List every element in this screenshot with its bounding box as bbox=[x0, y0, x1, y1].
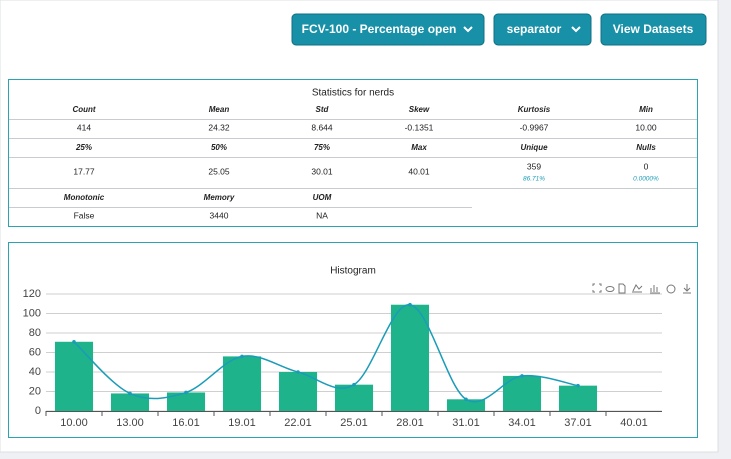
x-tick-label: 31.01 bbox=[452, 417, 480, 429]
bar bbox=[558, 385, 598, 411]
y-tick-label: 100 bbox=[23, 307, 41, 319]
stat-header: Mean bbox=[209, 105, 230, 114]
stat-header: Std bbox=[316, 105, 330, 114]
stat-header: Count bbox=[72, 105, 95, 114]
line-point bbox=[352, 382, 356, 387]
separator-dropdown[interactable] bbox=[493, 13, 592, 46]
line-point bbox=[464, 397, 468, 402]
stat-header: Unique bbox=[520, 143, 548, 152]
stat-header: 25% bbox=[75, 143, 92, 152]
stat-value: 30.01 bbox=[311, 166, 333, 176]
y-tick-label: 80 bbox=[29, 327, 41, 339]
x-tick-label: 37.01 bbox=[564, 417, 592, 429]
stat-value: 40.01 bbox=[408, 166, 430, 176]
bar bbox=[390, 304, 430, 411]
line-point bbox=[128, 391, 132, 396]
view-datasets-label[interactable]: View Datasets bbox=[613, 22, 694, 36]
view-datasets-button[interactable] bbox=[600, 13, 707, 46]
x-tick-label: 19.01 bbox=[228, 417, 256, 429]
line-point bbox=[184, 390, 188, 395]
x-tick-label: 25.01 bbox=[340, 417, 368, 429]
x-tick-label: 34.01 bbox=[508, 417, 536, 429]
stat-value: 17.77 bbox=[73, 166, 95, 176]
dataset-dropdown-label[interactable]: FCV-100 - Percentage open bbox=[302, 22, 457, 36]
x-tick-label: 28.01 bbox=[396, 417, 424, 429]
stat-note: 86.71% bbox=[523, 176, 545, 183]
line-point bbox=[576, 383, 580, 388]
y-tick-label: 20 bbox=[29, 385, 41, 397]
stat-value: False bbox=[74, 210, 95, 220]
stat-header: Kurtosis bbox=[518, 105, 551, 114]
stat-value: 25.05 bbox=[208, 166, 230, 176]
bar bbox=[54, 341, 94, 411]
y-tick-label: 60 bbox=[29, 346, 41, 358]
x-tick-label: 16.01 bbox=[172, 417, 200, 429]
y-tick-label: 120 bbox=[23, 288, 41, 300]
stat-header: UOM bbox=[313, 193, 332, 202]
stat-header: Max bbox=[411, 143, 427, 152]
y-tick-label: 40 bbox=[29, 366, 41, 378]
line-point bbox=[520, 374, 524, 378]
stat-value: 3440 bbox=[210, 210, 229, 220]
bar-icon[interactable] bbox=[650, 285, 660, 294]
line-point bbox=[408, 302, 412, 307]
bar bbox=[278, 372, 318, 411]
bar bbox=[166, 392, 206, 411]
y-tick-label: 0 bbox=[35, 405, 41, 417]
line-point bbox=[240, 354, 244, 359]
stat-header: 75% bbox=[314, 143, 330, 152]
smooth-line bbox=[73, 303, 579, 403]
stat-value: 24.32 bbox=[208, 122, 230, 132]
separator-dropdown-label[interactable]: separator bbox=[507, 22, 562, 36]
x-tick-label: 22.01 bbox=[284, 417, 312, 429]
stat-header: Memory bbox=[204, 193, 235, 202]
stats-title: Statistics for nerds bbox=[312, 88, 394, 99]
x-tick-label: 10.00 bbox=[60, 417, 88, 429]
stats-panel bbox=[8, 79, 698, 227]
dataset-dropdown[interactable] bbox=[291, 13, 485, 46]
chart-toolbar bbox=[592, 283, 691, 294]
stat-header: Monotonic bbox=[64, 193, 105, 202]
stat-value: -0.9967 bbox=[520, 122, 549, 132]
line-point bbox=[72, 339, 76, 344]
chevron bbox=[571, 26, 581, 33]
x-tick-label: 13.00 bbox=[116, 417, 144, 429]
bar bbox=[222, 356, 262, 411]
stat-value: 414 bbox=[77, 122, 91, 132]
stat-header: Min bbox=[639, 105, 653, 114]
restore-icon[interactable] bbox=[666, 284, 676, 294]
download-icon[interactable] bbox=[683, 284, 691, 294]
stat-header: Nulls bbox=[636, 143, 656, 152]
bar bbox=[446, 399, 486, 411]
data-icon[interactable] bbox=[618, 283, 626, 294]
stat-value: NA bbox=[316, 210, 328, 220]
stat-note: 0.0000% bbox=[633, 176, 659, 183]
chart-title: Histogram bbox=[330, 266, 376, 277]
stat-value: 10.00 bbox=[635, 122, 657, 132]
stat-value: -0.1351 bbox=[405, 122, 434, 132]
view-icon[interactable] bbox=[605, 286, 615, 292]
stat-header: Skew bbox=[409, 105, 430, 114]
stat-header: 50% bbox=[211, 143, 227, 152]
stat-value: 0 bbox=[644, 161, 649, 171]
bar bbox=[334, 384, 374, 411]
stat-value: 8.644 bbox=[311, 122, 333, 132]
fullscreen-icon[interactable] bbox=[592, 283, 602, 293]
x-tick-label: 40.01 bbox=[620, 417, 648, 429]
bar bbox=[110, 393, 150, 411]
line-point bbox=[296, 370, 300, 374]
line-icon[interactable] bbox=[632, 284, 643, 293]
chevron bbox=[463, 26, 473, 33]
stat-value: 359 bbox=[527, 161, 541, 171]
